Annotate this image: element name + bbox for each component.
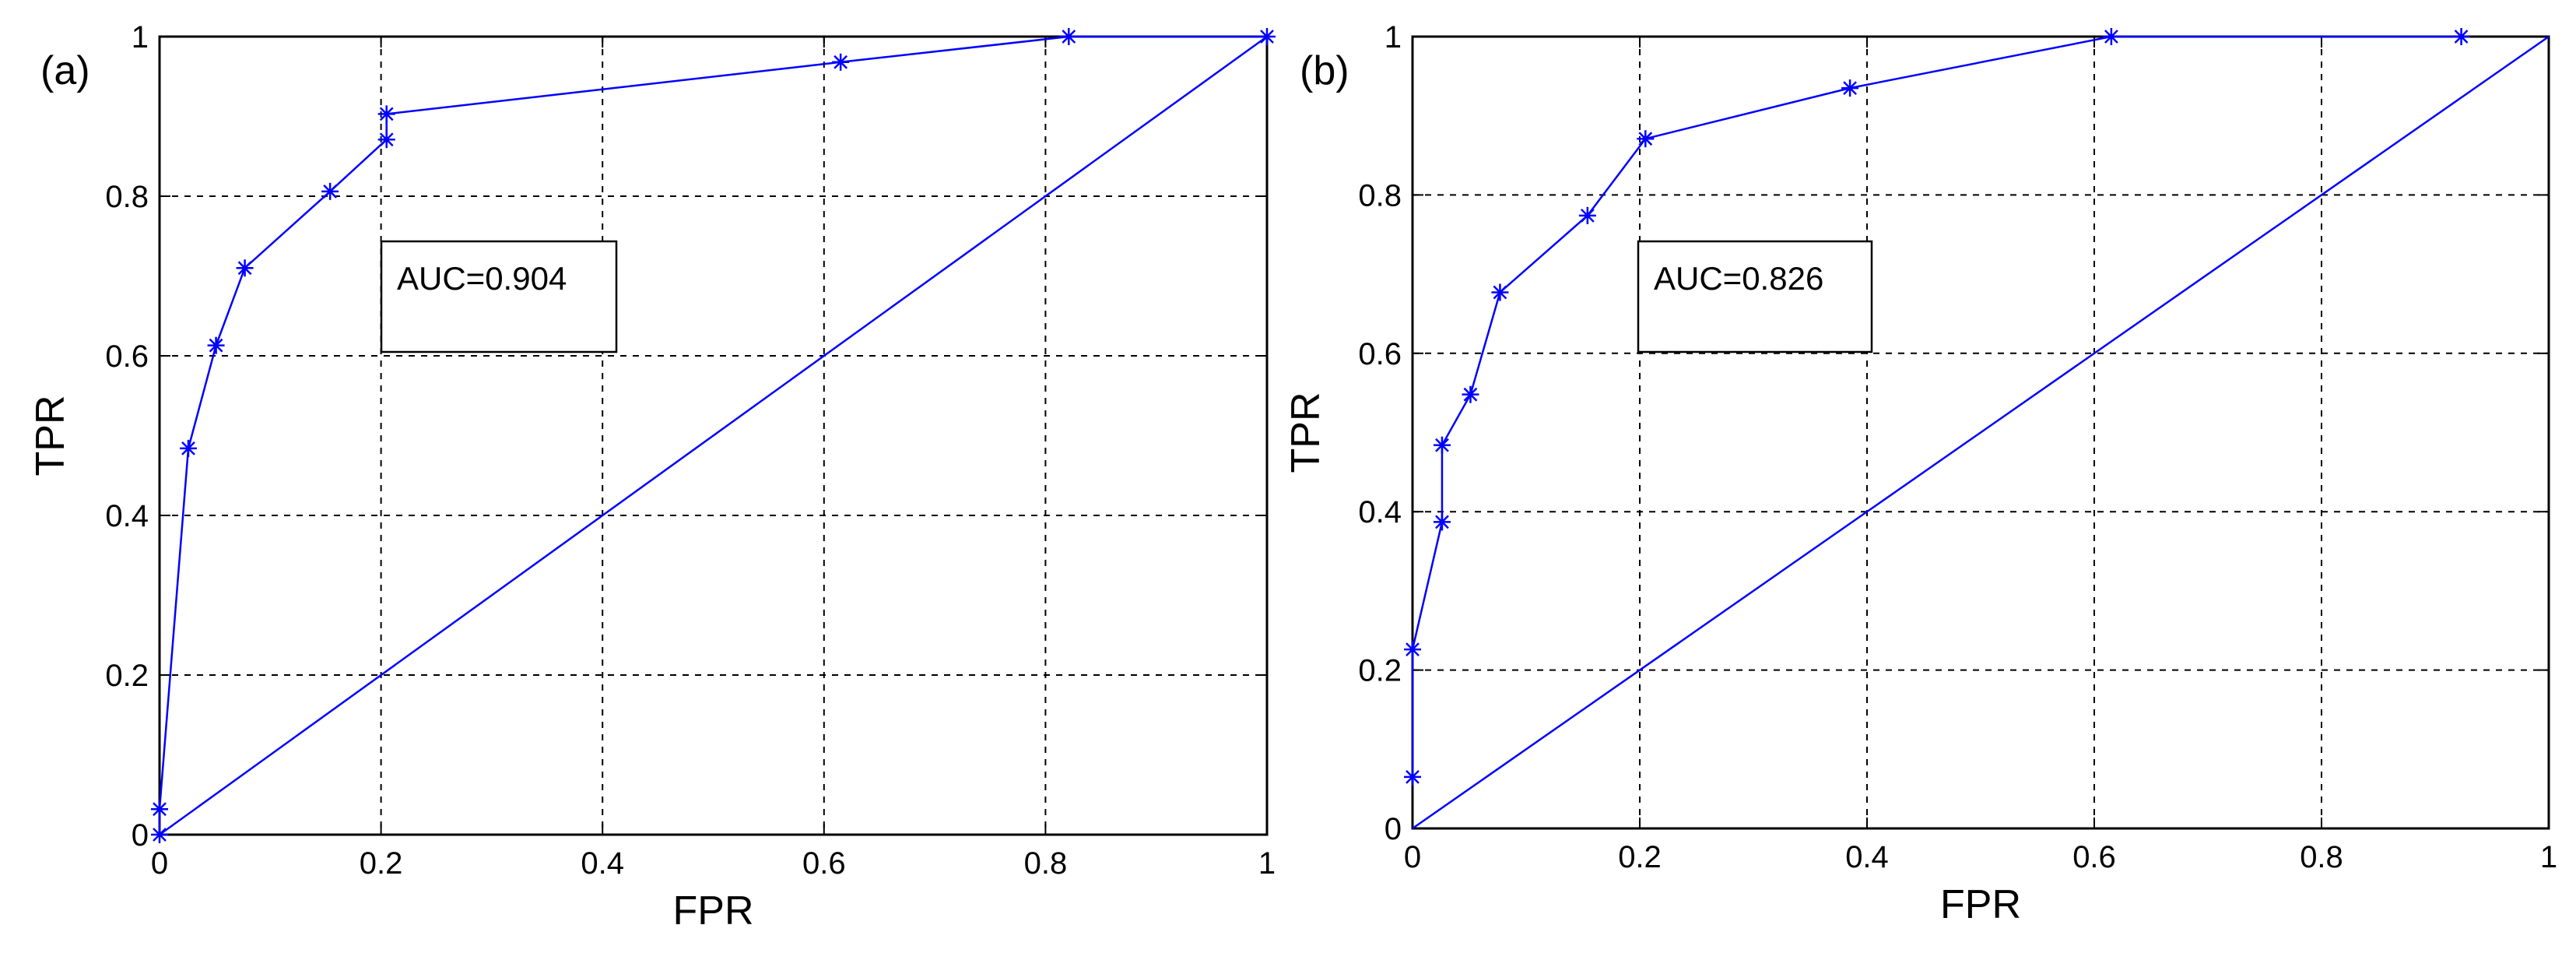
x-tick-label: 0.4 [581, 846, 624, 881]
marker-stroke [1493, 285, 1507, 300]
y-tick-label: 0.6 [105, 339, 149, 374]
roc-point-marker [2102, 28, 2120, 45]
marker-stroke [1463, 387, 1478, 402]
y-tick-label: 0 [132, 818, 149, 853]
roc-point-marker [1060, 28, 1078, 45]
roc-point-marker [1404, 641, 1421, 659]
roc-point-marker [1433, 513, 1451, 531]
auc-annotation-text: AUC=0.826 [1654, 260, 1823, 297]
marker-stroke [379, 107, 394, 121]
x-tick-label: 1 [1258, 846, 1276, 881]
marker-stroke [1406, 642, 1420, 657]
roc-point-marker [207, 336, 225, 354]
roc-point-marker [1433, 436, 1451, 454]
x-axis-label: FPR [1940, 882, 2021, 927]
roc-point-marker [1491, 283, 1509, 301]
x-tick-label: 0.6 [802, 846, 846, 881]
marker-stroke [379, 132, 394, 147]
marker-stroke [1843, 81, 1857, 95]
marker-stroke [1435, 515, 1449, 529]
roc-point-marker [377, 105, 395, 123]
marker-stroke [2104, 30, 2118, 44]
panel-label: (b) [1300, 48, 1349, 93]
roc-point-marker [832, 53, 850, 71]
x-tick-label: 0.4 [1845, 840, 1889, 874]
auc-annotation-box [380, 240, 618, 353]
y-tick-label: 0.8 [105, 180, 149, 214]
roc-point-marker [1462, 385, 1479, 403]
y-tick-label: 1 [132, 20, 149, 55]
plot-frame [1411, 35, 2550, 830]
marker-stroke [209, 338, 223, 353]
marker-stroke [323, 184, 338, 199]
x-tick-label: 0.6 [2072, 840, 2116, 874]
x-tick-label: 0.2 [360, 846, 403, 881]
y-axis-label: TPR [28, 396, 73, 476]
roc-point-marker [1841, 79, 1859, 97]
roc-point-marker [1637, 130, 1655, 148]
x-tick-label: 0.8 [1024, 846, 1068, 881]
roc-panel-a: 0 0.2 0.4 0.6 0.8 1 0 0.2 0.4 0.6 0.8 1 FPR TPR (a) AUC… [28, 20, 1276, 934]
marker-stroke [1406, 770, 1420, 784]
roc-point-marker [1578, 206, 1596, 224]
auc-annotation-box [1637, 240, 1873, 353]
roc-panel-b: 0 0.2 0.4 0.6 0.8 1 0 0.2 0.4 0.6 0.8 1 FPR TPR (b) AUC… [1283, 20, 2557, 927]
y-tick-label: 1 [1385, 20, 1402, 55]
marker-stroke [1062, 30, 1076, 44]
marker-stroke [2454, 30, 2469, 44]
roc-point-marker [151, 800, 168, 818]
y-axis-label: TPR [1283, 392, 1328, 473]
marker-stroke [153, 802, 167, 817]
y-tick-label: 0.4 [1358, 495, 1402, 529]
roc-point-marker [2452, 28, 2470, 45]
roc-curve-line [1411, 35, 2462, 777]
x-tick-label: 1 [2540, 840, 2557, 874]
marker-stroke [181, 441, 195, 455]
y-tick-label: 0.8 [1358, 178, 1402, 213]
roc-point-marker [236, 259, 254, 277]
roc-point-marker [1404, 768, 1421, 786]
panel-label: (a) [40, 48, 90, 93]
x-axis-label: FPR [673, 888, 754, 934]
chance-diagonal-line [159, 35, 1268, 836]
marker-stroke [834, 55, 848, 69]
y-tick-label: 0.2 [1358, 654, 1402, 688]
y-tick-label: 0 [1385, 812, 1402, 846]
roc-point-marker [179, 439, 197, 457]
y-tick-label: 0.4 [105, 499, 149, 533]
auc-annotation-text: AUC=0.904 [397, 260, 567, 297]
marker-stroke [1580, 208, 1595, 223]
marker-stroke [237, 261, 252, 276]
x-tick-label: 0.2 [1618, 840, 1662, 874]
x-tick-label: 0.8 [2300, 840, 2343, 874]
x-tick-label: 0 [151, 846, 168, 881]
roc-point-marker [321, 182, 339, 200]
plot-frame [158, 35, 1269, 836]
marker-stroke [1638, 132, 1653, 146]
y-tick-label: 0.2 [105, 659, 149, 693]
chance-diagonal-line [1412, 35, 2550, 830]
marker-stroke [1435, 438, 1449, 452]
y-tick-label: 0.6 [1358, 337, 1402, 371]
x-tick-label: 0 [1404, 840, 1421, 874]
roc-point-marker [377, 131, 395, 149]
